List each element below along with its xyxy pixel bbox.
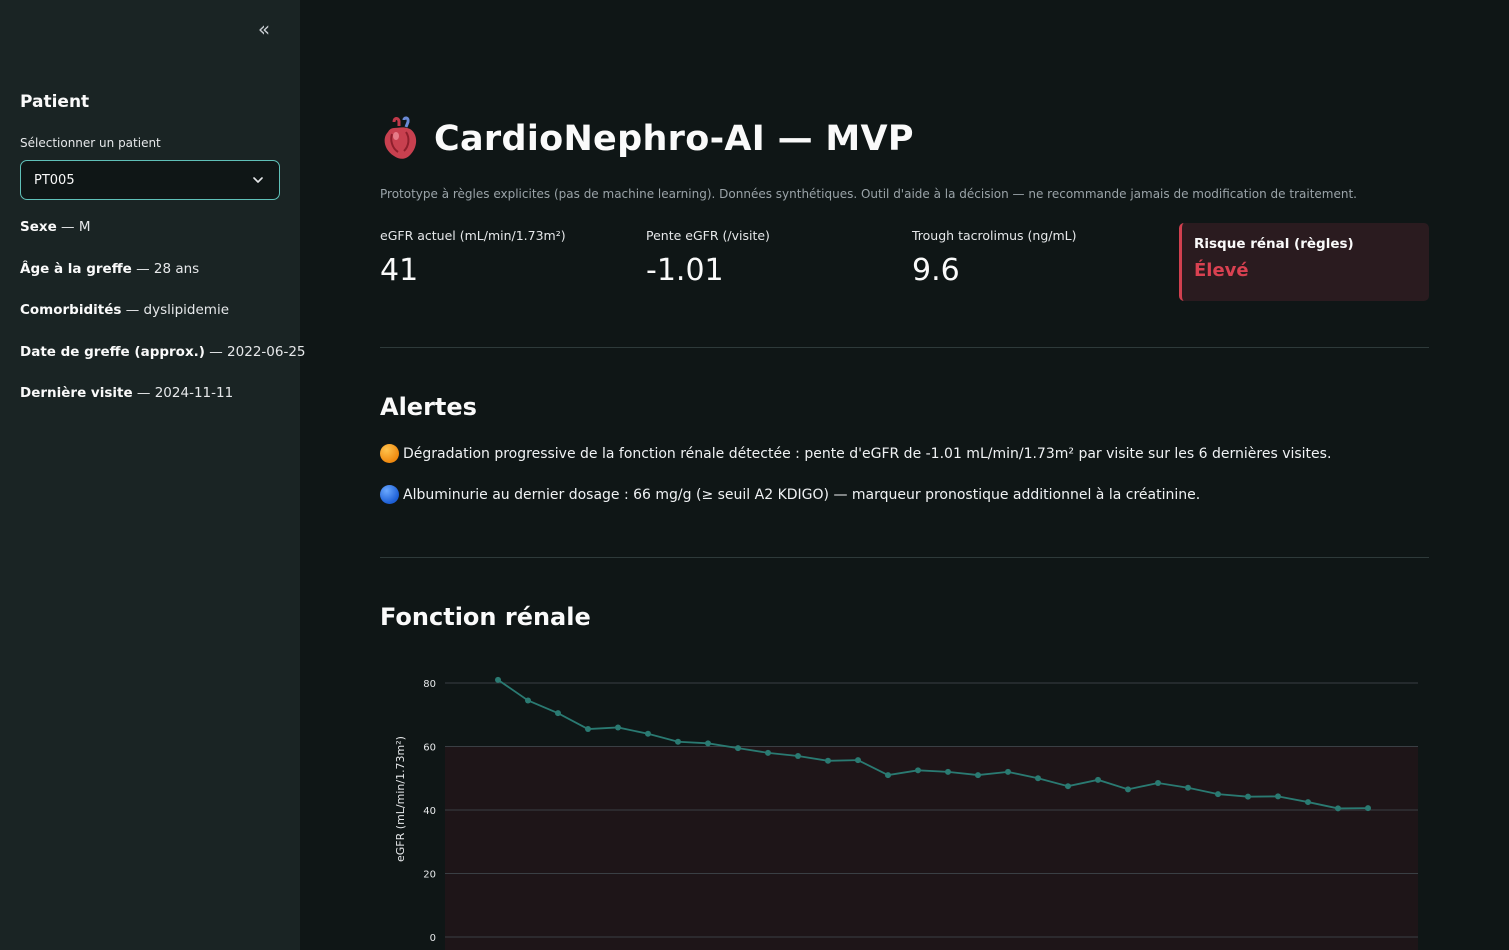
metric-tacrolimus-value: 9.6 [912,253,960,288]
info-sexe: Sexe — M [20,219,91,235]
alerts-heading: Alertes [380,393,477,421]
patient-select[interactable]: PT005 [20,160,280,200]
info-date-greffe: Date de greffe (approx.) — 2022-06-25 [20,344,306,360]
y-axis-label: eGFR (mL/min/1.73m²) [394,736,407,862]
divider [380,347,1429,348]
data-point [975,772,981,779]
data-point [1335,805,1341,812]
data-point [945,768,951,775]
data-point [1215,791,1221,798]
metric-tacrolimus-label: Trough tacrolimus (ng/mL) [912,228,1077,243]
chevron-down-icon [253,177,263,183]
risk-band [445,746,1418,950]
page-title: CardioNephro-AI — MVP [434,119,914,159]
risk-card: Risque rénal (règles) Élevé [1179,223,1429,301]
metric-egfr-value: 41 [380,253,419,288]
y-tick-label: 80 [423,679,436,690]
data-point [1275,793,1281,800]
y-tick-label: 20 [423,870,436,881]
data-point [1035,775,1041,782]
data-point [1185,784,1191,791]
data-point [1365,805,1371,812]
data-point [735,745,741,752]
data-point [1245,793,1251,800]
blue-circle-icon [380,485,399,504]
data-point [1095,776,1101,783]
metric-tacrolimus: Trough tacrolimus (ng/mL) 9.6 [912,228,1172,288]
data-point [915,767,921,774]
data-point [495,676,501,683]
renal-heading: Fonction rénale [380,603,591,631]
patient-select-label: Sélectionner un patient [20,136,161,150]
data-point [525,697,531,704]
sidebar-title: Patient [20,92,90,112]
sidebar: « Patient Sélectionner un patient PT005 … [0,0,306,950]
data-point [615,724,621,731]
double-chevron-left-icon[interactable]: « [257,17,271,41]
y-tick-label: 0 [430,933,436,944]
data-point [1125,786,1131,793]
alert-text: Dégradation progressive de la fonction r… [403,445,1332,462]
info-derniere-visite: Dernière visite — 2024-11-11 [20,385,234,401]
data-point [1155,780,1161,787]
patient-select-value: PT005 [34,172,75,188]
info-comorbidites: Comorbidités — dyslipidemie [20,302,229,318]
anatomical-heart-icon [384,116,417,159]
page-caption: Prototype à règles explicites (pas de ma… [380,187,1357,201]
orange-circle-icon [380,444,399,463]
page-header: CardioNephro-AI — MVP [380,116,914,162]
y-tick-label: 40 [423,806,436,817]
metric-egfr-label: eGFR actuel (mL/min/1.73m²) [380,228,566,243]
metric-pente-value: -1.01 [646,253,724,288]
data-point [765,749,771,756]
info-age-greffe: Âge à la greffe — 28 ans [20,261,200,277]
y-tick-label: 60 [423,743,436,754]
metric-egfr: eGFR actuel (mL/min/1.73m²) 41 [380,228,640,288]
risk-value: Élevé [1194,260,1249,281]
egfr-chart: 0 20 40 60 80 eGFR (mL/min/1.73m²) [394,676,1418,950]
data-point [585,726,591,733]
egfr-line [497,679,1369,810]
data-point [795,753,801,760]
divider [380,557,1429,558]
data-point [1305,799,1311,806]
alert-text: Albuminurie au dernier dosage : 66 mg/g … [403,486,1201,503]
data-point [705,740,711,747]
data-point [825,757,831,764]
alert-item: Dégradation progressive de la fonction r… [380,444,1331,463]
risk-label: Risque rénal (règles) [1194,236,1354,252]
alert-item: Albuminurie au dernier dosage : 66 mg/g … [380,485,1200,504]
data-point [1005,768,1011,775]
data-point [885,772,891,779]
data-point [555,710,561,717]
data-point [855,757,861,764]
data-point [1065,783,1071,790]
data-point [645,730,651,737]
metric-pente-label: Pente eGFR (/visite) [646,228,770,243]
metric-pente: Pente eGFR (/visite) -1.01 [646,228,906,288]
data-point [675,738,681,745]
